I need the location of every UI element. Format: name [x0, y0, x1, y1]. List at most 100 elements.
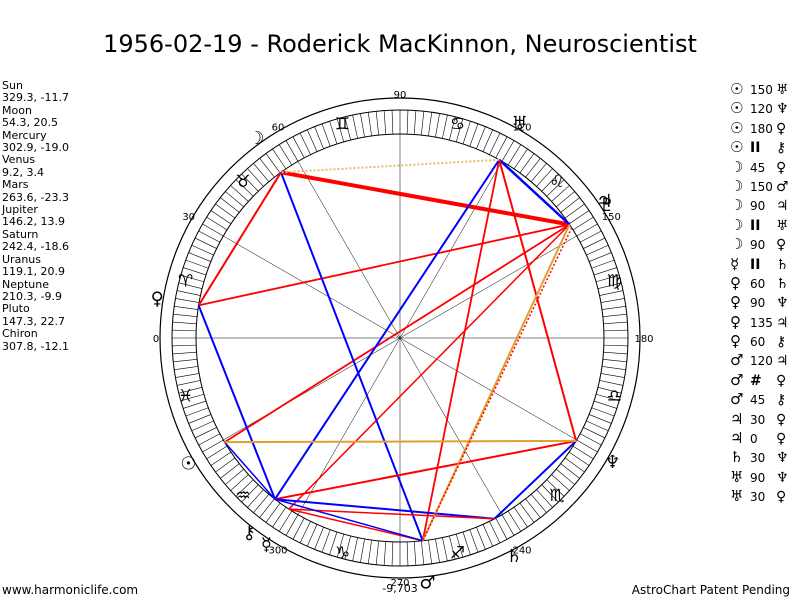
tick-mark — [482, 129, 494, 152]
tick-mark — [253, 494, 270, 513]
tick-mark — [576, 439, 598, 453]
aspect-line — [198, 223, 570, 307]
aspect-lines — [197, 158, 578, 542]
tick-mark — [194, 237, 217, 249]
planet-pos-saturn: 242.4, -18.6 — [2, 240, 69, 254]
tick-mark — [513, 506, 528, 528]
tick-mark — [206, 445, 228, 460]
aspect-line — [224, 441, 276, 500]
tick-mark — [215, 203, 236, 219]
tick-mark — [210, 210, 232, 225]
aspect-line — [197, 305, 276, 500]
tick-mark — [183, 400, 207, 409]
tick-mark — [178, 282, 203, 289]
aspect-row: ☉ 180 ♀ — [730, 119, 792, 138]
tick-mark — [265, 502, 281, 523]
degree-label: 240 — [512, 545, 531, 556]
sign-glyph: ♓ — [178, 386, 193, 406]
degree-label: 30 — [182, 212, 195, 223]
tick-mark — [591, 407, 615, 417]
tick-mark — [568, 210, 590, 225]
aspect-planet2: ♀ — [776, 489, 787, 506]
tick-mark — [428, 112, 433, 137]
tick-mark — [360, 113, 365, 138]
tick-mark — [230, 185, 249, 202]
aspect-planet1: ☉ — [730, 99, 744, 118]
aspect-line — [498, 158, 571, 226]
tick-mark — [188, 414, 211, 424]
tick-mark — [259, 158, 275, 178]
planet-glyph-jupiter: ♃ — [596, 191, 612, 212]
aspect-planet2: ♆ — [776, 101, 789, 118]
tick-mark — [541, 173, 559, 192]
aspect-row: ♀ 135 ♃ — [730, 313, 792, 332]
tick-mark — [519, 153, 535, 174]
aspect-planet2: ♆ — [776, 450, 789, 467]
tick-mark — [178, 387, 203, 394]
aspect-angle: 120 — [750, 102, 773, 117]
tick-mark — [476, 126, 486, 149]
aspect-row: ♂ # ♀ — [730, 371, 792, 390]
tick-mark — [202, 439, 224, 453]
tick-mark — [599, 290, 624, 296]
tick-mark — [546, 179, 565, 197]
tick-mark — [306, 524, 318, 547]
tick-mark — [525, 498, 541, 518]
chart-title: 1956-02-19 - Roderick MacKinnon, Neurosc… — [103, 30, 697, 58]
aspect-planet2: ♆ — [776, 469, 789, 486]
aspect-planet1: ♃ — [730, 429, 744, 448]
degree-label: 270 — [390, 578, 409, 589]
tick-mark — [247, 168, 264, 187]
tick-mark — [191, 420, 214, 432]
aspect-row: ♀ 60 ⚷ — [730, 332, 792, 351]
tick-mark — [183, 267, 207, 276]
planet-glyph-uranus: ♅ — [512, 113, 528, 134]
tick-mark — [603, 321, 628, 325]
tick-mark — [501, 514, 515, 536]
tick-mark — [299, 521, 311, 544]
aspect-angle: 30 — [750, 451, 766, 466]
footer-website[interactable]: www.harmoniclife.com — [2, 583, 139, 597]
tick-mark — [352, 114, 358, 139]
tick-mark — [406, 110, 409, 135]
tick-mark — [507, 144, 522, 166]
aspect-row: ☉ 150 ♅ — [730, 80, 792, 99]
planet-name-pluto: Pluto — [2, 302, 30, 316]
tick-mark — [583, 427, 606, 439]
tick-mark — [225, 468, 244, 485]
sign-glyph: ♈ — [178, 272, 193, 292]
tick-mark — [191, 244, 214, 256]
sign-glyph: ♐ — [450, 543, 465, 563]
tick-mark — [210, 451, 232, 466]
tick-mark — [586, 420, 609, 432]
tick-mark — [272, 148, 287, 170]
tick-mark — [265, 153, 281, 174]
tick-mark — [235, 179, 254, 197]
tick-mark — [235, 479, 254, 497]
tick-mark — [600, 298, 625, 303]
planet-glyph-saturn: ♄ — [506, 546, 522, 567]
aspect-planet2: ♆ — [776, 295, 789, 312]
tick-mark — [469, 123, 479, 147]
aspect-angle: 30 — [750, 490, 766, 505]
planet-name-moon: Moon — [2, 103, 32, 117]
aspect-angle: II — [750, 140, 761, 157]
tick-mark — [421, 111, 425, 136]
tick-mark — [596, 274, 620, 283]
aspect-planet2: ♀ — [776, 120, 787, 137]
sign-glyph: ♌ — [549, 172, 564, 192]
aspect-planet2: ♀ — [776, 372, 787, 389]
tick-mark — [572, 216, 594, 231]
tick-mark — [172, 329, 197, 332]
tick-mark — [413, 541, 417, 566]
tick-mark — [593, 267, 617, 276]
sign-glyph: ♊ — [335, 115, 350, 135]
aspect-planet1: ☉ — [730, 80, 744, 98]
aspect-planet1: ♀ — [730, 312, 741, 331]
tick-mark — [601, 305, 626, 310]
tick-mark — [455, 118, 464, 142]
aspect-planet1: ♀ — [730, 293, 741, 312]
tick-mark — [476, 527, 486, 550]
degree-label: 90 — [394, 90, 407, 101]
tick-mark — [344, 535, 351, 560]
